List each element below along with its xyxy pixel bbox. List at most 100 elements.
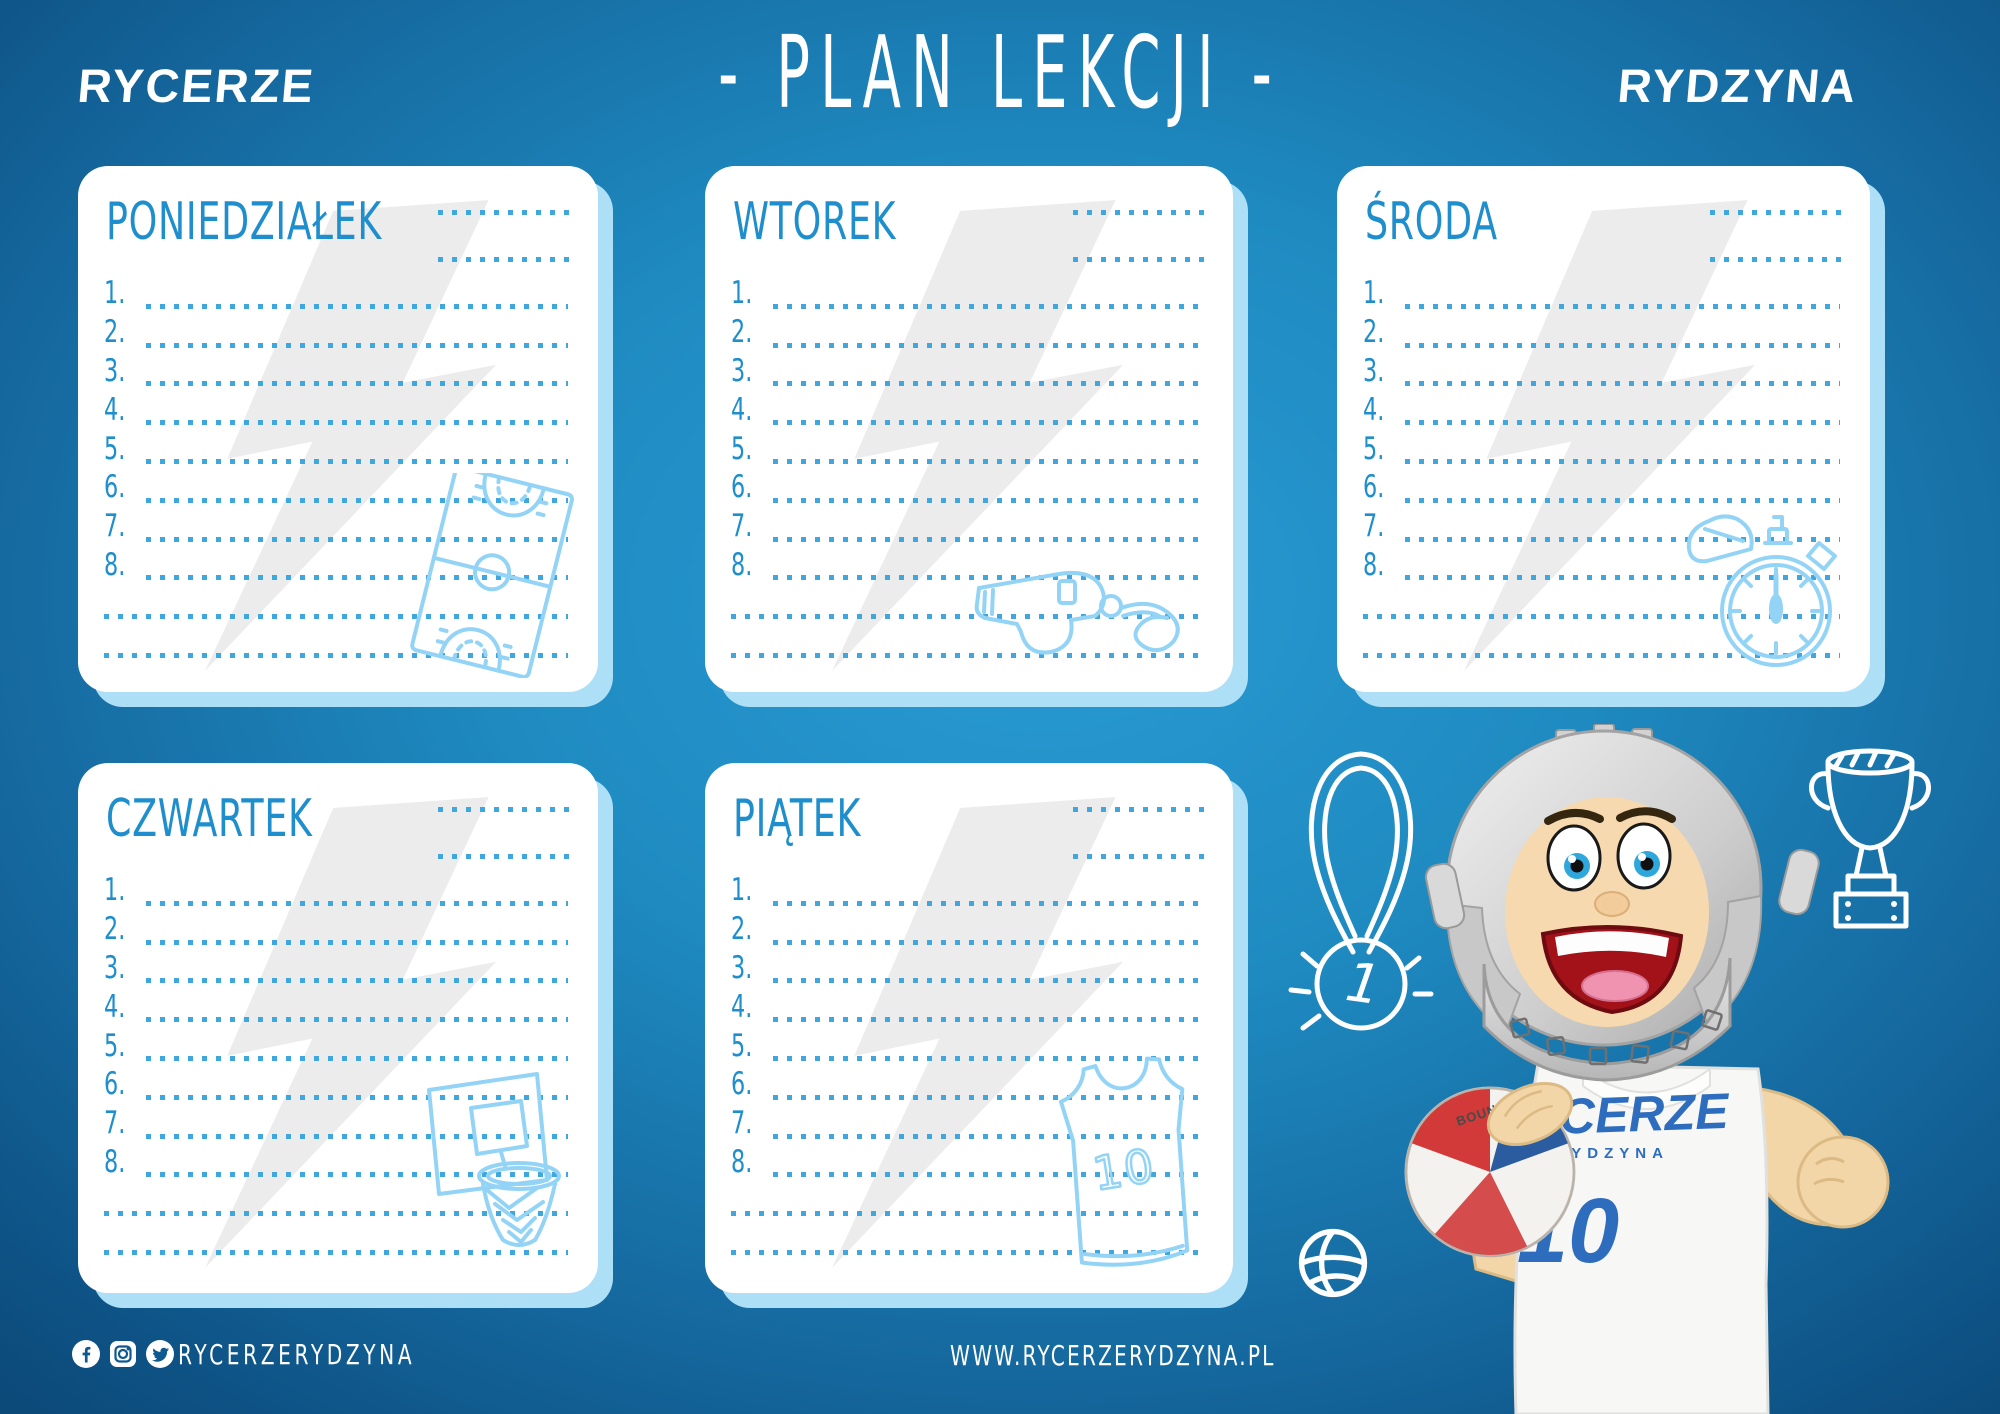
dotted-line [146,1094,568,1100]
schedule-row: 5. [104,1022,568,1061]
trophy-icon [1809,748,1931,929]
line-number: 3. [104,352,126,389]
schedule-row: 4. [731,983,1203,1022]
line-number: 7. [1363,508,1385,545]
line-number: 7. [731,508,753,545]
schedule-row-blank [731,580,1203,620]
dotted-line [773,1017,1203,1023]
lightning-watermark [832,199,1124,671]
line-number: 4. [104,988,126,1025]
dotted-line [146,458,568,464]
dotted-line [146,1172,568,1178]
dotted-line [146,900,568,906]
facebook-icon[interactable] [72,1340,100,1368]
schedule-rows: 1. 2. 3. 4. 5. 6. 7. 8. [731,867,1203,1255]
schedule-row: 2. [104,309,568,348]
twitter-icon[interactable] [146,1340,174,1368]
dotted-line [146,420,568,426]
dotted-line [773,1133,1203,1139]
whistle-icon [974,570,1180,655]
schedule-row: 4. [104,983,568,1022]
medal-number: 1 [1342,950,1385,1017]
day-title: WTOREK [733,192,897,252]
schedule-row: 7. [1363,503,1840,542]
schedule-row: 7. [731,1100,1203,1139]
day-title: CZWARTEK [106,789,313,849]
schedule-row: 6. [731,464,1203,503]
day-card-tuesday: WTOREK 1. 2. 3. 4. 5. 6. 7. 8. [705,166,1233,692]
medal-icon: 1 [1288,751,1434,1031]
schedule-rows: 1. 2. 3. 4. 5. 6. 7. 8. [731,270,1203,658]
schedule-row: 1. [104,270,568,309]
line-number: 6. [731,469,753,506]
dotted-line [1405,536,1840,542]
dotted-line [773,900,1203,906]
day-card-friday: PIĄTEK 1. 2. 3. 4. 5. 6. 7. 8. 10 [705,763,1233,1293]
dotted-line [773,536,1203,542]
dotted-line [104,614,568,620]
line-number: 8. [104,1143,126,1180]
header-dotted-lines [438,807,572,901]
schedule-row: 6. [1363,464,1840,503]
website-url[interactable]: WWW.RYCERZERYDZYNA.PL [950,1339,1276,1372]
schedule-row: 4. [104,386,568,425]
dotted-line [731,1211,1203,1217]
dotted-line [146,342,568,348]
line-number: 7. [104,1105,126,1142]
dotted-line [731,614,1203,620]
schedule-row: 7. [731,503,1203,542]
dotted-line [104,652,568,658]
schedule-row: 2. [731,309,1203,348]
line-number: 6. [1363,469,1385,506]
line-number: 2. [1363,314,1385,351]
day-card-wednesday: ŚRODA 1. 2. 3. 4. 5. 6. 7. 8. [1337,166,1870,692]
social-icons [72,1340,174,1368]
line-number: 8. [1363,546,1385,583]
lightning-watermark [1464,199,1756,671]
schedule-row: 8. [104,542,568,581]
schedule-rows: 1. 2. 3. 4. 5. 6. 7. 8. [104,867,568,1255]
schedule-row-blank [1363,580,1840,620]
page-title: - PLAN LEKCJI - [718,14,1282,131]
dotted-line [1363,652,1840,658]
line-number: 2. [731,314,753,351]
dotted-line [1405,497,1840,503]
header-dotted-lines [1073,210,1207,304]
dotted-line [1405,303,1840,309]
schedule-row: 1. [731,867,1203,906]
team-logo-rydzyna: RYDZYNA [1615,59,1860,112]
basketball-icon [1298,1228,1368,1298]
line-number: 6. [104,469,126,506]
schedule-rows: 1. 2. 3. 4. 5. 6. 7. 8. [1363,270,1840,658]
schedule-row-blank [104,580,568,620]
line-number: 5. [731,430,753,467]
line-number: 7. [731,1105,753,1142]
schedule-row: 2. [104,906,568,945]
line-number: 8. [731,546,753,583]
line-number: 1. [1363,275,1385,312]
schedule-row: 6. [104,1061,568,1100]
line-number: 8. [731,1143,753,1180]
schedule-row-blank [104,1177,568,1217]
schedule-row: 8. [731,542,1203,581]
schedule-row: 3. [104,945,568,984]
schedule-row: 1. [104,867,568,906]
day-title: ŚRODA [1365,192,1498,252]
line-number: 6. [731,1066,753,1103]
line-number: 4. [104,391,126,428]
basketball-court-icon [410,473,574,678]
instagram-icon[interactable] [109,1340,137,1368]
line-number: 1. [104,275,126,312]
schedule-row: 5. [731,1022,1203,1061]
dotted-line [773,420,1203,426]
dotted-line [1405,575,1840,581]
line-number: 3. [731,949,753,986]
line-number: 5. [104,430,126,467]
dotted-line [773,1172,1203,1178]
dotted-line [1363,614,1840,620]
dotted-line [1405,342,1840,348]
basketball-hoop-icon [427,1072,561,1247]
dotted-line [773,978,1203,984]
dotted-line [773,575,1203,581]
